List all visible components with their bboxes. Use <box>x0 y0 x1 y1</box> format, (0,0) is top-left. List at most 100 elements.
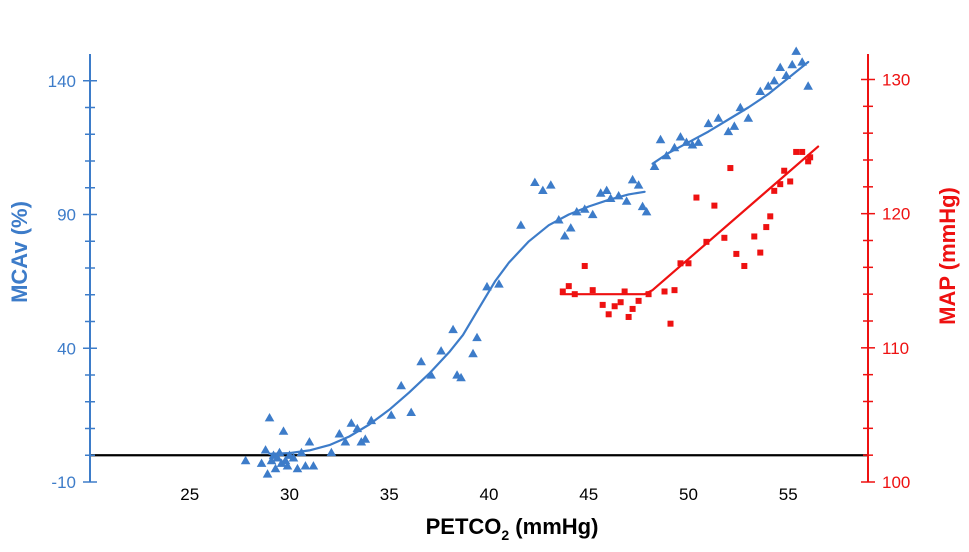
mcav-point <box>276 458 287 467</box>
right-axis: 100 110 120 130 <box>861 54 910 492</box>
map-point <box>693 194 700 201</box>
map-point <box>621 288 628 295</box>
map-point <box>751 233 758 240</box>
mcav-point <box>272 453 283 462</box>
mcav-point <box>595 188 606 197</box>
mcav-point <box>641 207 652 216</box>
mcav-point <box>669 142 680 152</box>
mcav-point <box>274 447 285 457</box>
map-point <box>787 178 794 185</box>
mcav-point <box>633 180 644 189</box>
x-axis-label-suffix: (mmHg) <box>509 514 598 539</box>
mcav-point <box>763 81 774 90</box>
x-axis-label-subscript: 2 <box>501 527 509 543</box>
left-axis-tick-label: 40 <box>57 339 76 358</box>
mcav-point <box>803 81 813 90</box>
map-point <box>771 187 778 194</box>
map-point <box>757 249 764 256</box>
mcav-point <box>713 113 724 122</box>
mcav-point <box>787 59 797 69</box>
map-point <box>793 148 800 155</box>
map-point <box>741 262 748 269</box>
mcav-point <box>308 461 319 470</box>
mcav-point <box>571 207 582 216</box>
map-point <box>635 297 642 304</box>
mcav-point <box>260 445 271 454</box>
mcav-point <box>729 121 740 130</box>
mcav-point <box>278 426 289 435</box>
mcav-series <box>240 46 813 478</box>
mcav-point <box>256 458 267 467</box>
y-axis-right-label: MAP (mmHg) <box>935 187 960 325</box>
mcav-point <box>627 174 638 184</box>
mcav-point <box>266 455 277 465</box>
mcav-point <box>448 324 458 334</box>
map-point <box>721 234 728 241</box>
mcav-point <box>621 196 632 205</box>
map-point <box>625 313 632 320</box>
mcav-point <box>292 463 303 473</box>
map-point <box>807 154 814 161</box>
mcav-point <box>791 46 801 55</box>
mcav-point <box>735 102 746 112</box>
mcav-point <box>681 137 692 146</box>
mcav-point <box>613 190 624 200</box>
mcav-point <box>346 418 357 427</box>
mcav-point <box>304 437 315 446</box>
mcav-point <box>530 177 540 186</box>
right-axis-tick-label: 100 <box>882 473 910 492</box>
mcav-point <box>436 346 446 355</box>
left-axis-tick-label: 90 <box>57 206 76 225</box>
left-axis-tick-label: 140 <box>48 72 76 91</box>
mcav-point <box>516 220 526 229</box>
mcav-point <box>687 140 698 149</box>
x-axis-tick-label: 40 <box>480 485 499 504</box>
map-series <box>559 145 820 327</box>
map-point <box>645 291 652 298</box>
mcav-point <box>579 204 590 213</box>
mcav-point <box>637 201 648 211</box>
mcav-point <box>360 434 371 443</box>
x-axis-ticks: 25 30 35 40 45 50 55 <box>180 485 797 504</box>
mcav-point <box>472 332 482 342</box>
mcav-point <box>406 407 416 417</box>
map-point <box>711 202 718 209</box>
x-axis-tick-label: 55 <box>779 485 798 504</box>
x-axis-tick-label: 25 <box>180 485 199 504</box>
map-point <box>599 301 606 308</box>
left-axis: -10 40 90 140 <box>48 54 97 492</box>
map-point <box>605 311 612 318</box>
mcav-point <box>386 410 397 419</box>
mcav-point <box>703 118 714 128</box>
mcav-point <box>723 126 734 136</box>
map-fit-line <box>559 145 820 296</box>
x-axis-label-main: PETCO <box>426 514 502 539</box>
mcav-point <box>296 447 307 457</box>
mcav-point <box>675 132 686 141</box>
mcav-point <box>769 75 780 85</box>
map-point <box>767 213 774 220</box>
mcav-point <box>781 70 792 79</box>
mcav-point <box>649 161 660 170</box>
mcav-point <box>352 423 363 433</box>
mcav-point <box>482 281 492 291</box>
right-axis-tick-label: 110 <box>882 339 909 358</box>
mcav-point <box>559 231 570 240</box>
mcav-point <box>270 463 281 473</box>
map-point <box>677 260 684 267</box>
y-axis-left-label: MCAv (%) <box>7 201 32 303</box>
mcav-point <box>661 150 672 160</box>
mcav-point <box>755 86 766 96</box>
mcav-point <box>288 453 299 462</box>
map-point <box>565 283 572 290</box>
mcav-point <box>693 137 704 146</box>
mcav-point <box>240 455 251 465</box>
mcav-point <box>565 223 576 232</box>
mcav-point <box>426 370 436 379</box>
x-axis-tick-label: 50 <box>679 485 698 504</box>
map-point <box>589 287 596 294</box>
map-point <box>611 303 618 310</box>
x-axis-tick-label: 30 <box>280 485 299 504</box>
map-point <box>805 158 812 165</box>
